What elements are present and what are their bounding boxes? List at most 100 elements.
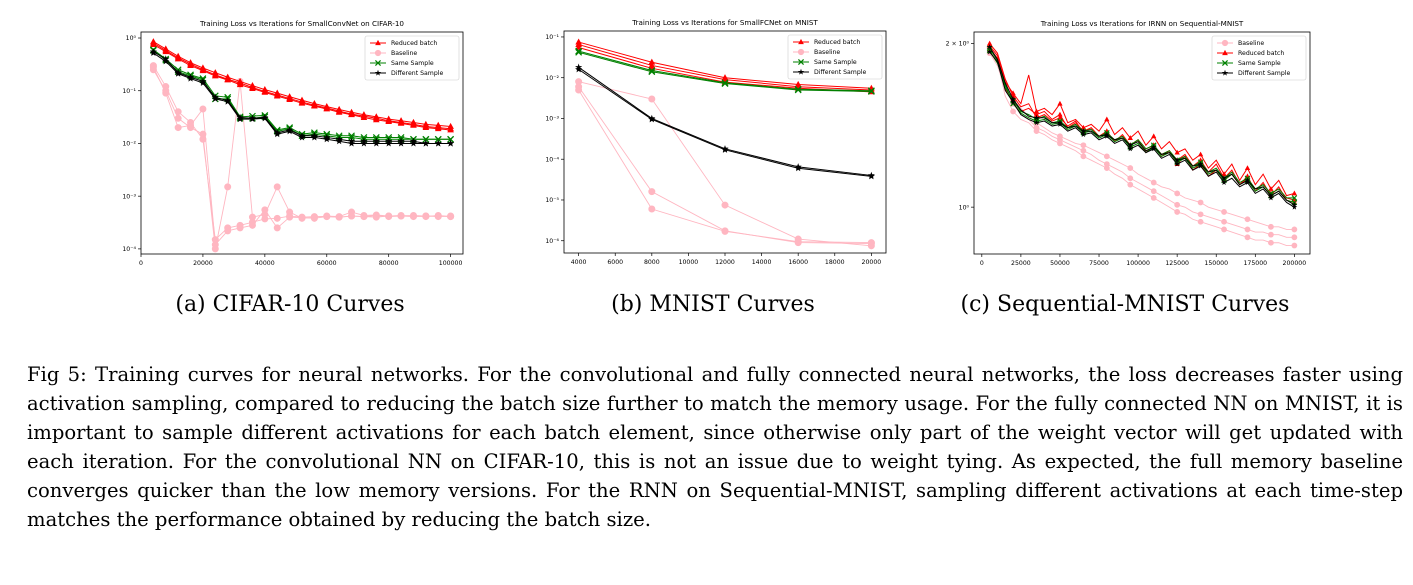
legend-marker-same-sample-stroke: [797, 58, 805, 66]
data-point-same-sample-stroke: [422, 135, 430, 143]
x-tick-label: 20000: [862, 259, 882, 266]
data-point-reduced-batch: [397, 119, 405, 126]
y-tick-label: 10⁻²: [122, 141, 136, 148]
data-point-different-sample: [422, 139, 430, 147]
data-point-reduced-batch: [1057, 111, 1063, 117]
data-point-baseline: [447, 213, 455, 221]
x-tick-label: 75000: [1089, 260, 1109, 267]
data-point-baseline: [1268, 239, 1274, 246]
data-point-baseline: [149, 63, 157, 71]
data-point-baseline: [1150, 188, 1157, 195]
legend-label-different-sample: Different Sample: [391, 70, 443, 77]
data-point-baseline: [273, 214, 281, 222]
data-point-same-sample: [648, 68, 656, 76]
data-point-different-sample: [409, 139, 418, 147]
data-point-baseline: [286, 213, 294, 221]
data-point-reduced-batch: [150, 40, 157, 47]
series-line-baseline: [578, 89, 872, 244]
data-point-different-sample: [447, 139, 455, 147]
series-baseline: [986, 46, 1298, 249]
data-point-baseline: [273, 224, 281, 232]
y-tick-label: 10⁰: [959, 204, 970, 211]
data-point-baseline: [1197, 218, 1204, 225]
data-point-different-sample: [186, 74, 195, 82]
series-baseline: [575, 83, 875, 248]
data-point-different-sample: [1150, 145, 1157, 152]
data-point-baseline: [1174, 201, 1181, 208]
series-baseline: [149, 66, 455, 253]
data-point-reduced-batch: [986, 40, 993, 46]
data-point-baseline: [1291, 234, 1298, 241]
series-reduced-batch: [986, 43, 1298, 197]
data-point-same-sample: [348, 134, 355, 141]
legend-label-reduced-batch: Reduced batch: [391, 40, 437, 47]
series-baseline: [149, 63, 455, 249]
data-point-baseline: [1080, 153, 1087, 160]
legend-label-reduced-batch: Reduced batch: [1238, 50, 1284, 57]
data-point-same-sample-stroke: [434, 135, 442, 143]
chart-title: Training Loss vs Iterations for IRNN on …: [1040, 19, 1244, 28]
data-point-baseline: [1150, 194, 1157, 201]
legend-label-baseline: Baseline: [814, 49, 840, 56]
y-tick-label: 10⁻³: [545, 116, 559, 123]
series-line-baseline: [989, 46, 1295, 230]
series-line-baseline: [152, 65, 451, 241]
data-point-different-sample: [1103, 133, 1110, 139]
data-point-baseline: [721, 227, 729, 235]
legend-box: [787, 34, 883, 80]
y-tick-label: 2 × 10⁰: [946, 41, 970, 48]
data-point-baseline: [174, 114, 182, 122]
data-point-reduced-batch: [1244, 165, 1251, 170]
series-line-baseline: [578, 86, 872, 245]
data-point-reduced-batch: [323, 105, 331, 112]
subcaption-mnist: (b) MNIST Curves: [611, 292, 815, 317]
x-tick-label: 18000: [825, 259, 845, 266]
data-point-baseline: [422, 212, 430, 220]
data-point-reduced-batch: [311, 102, 318, 109]
series-different-sample: [149, 49, 455, 147]
y-tick-label: 10⁻¹: [122, 88, 136, 95]
data-point-baseline: [224, 227, 232, 235]
y-tick-label: 10⁻⁶: [545, 238, 559, 245]
data-point-different-sample: [575, 65, 583, 73]
data-point-different-sample: [248, 115, 257, 123]
data-point-baseline: [1244, 216, 1251, 223]
data-point-baseline: [1080, 147, 1087, 154]
series-baseline: [575, 86, 875, 247]
data-point-different-sample: [1174, 157, 1181, 163]
data-point-same-sample-stroke: [721, 80, 729, 87]
data-point-different-sample: [1291, 204, 1298, 210]
data-point-reduced-batch: [249, 84, 256, 91]
data-point-different-sample: [149, 49, 157, 57]
legend-marker-different-sample: [797, 68, 805, 75]
data-point-same-sample: [575, 48, 583, 56]
subfigure-sequential-mnist: Training Loss vs Iterations for IRNN on …: [920, 10, 1330, 330]
data-point-different-sample: [174, 69, 182, 77]
data-point-baseline: [385, 212, 393, 220]
data-point-different-sample: [360, 139, 368, 147]
data-point-different-sample: [1221, 179, 1227, 185]
legend-marker-same-sample: [374, 59, 382, 67]
x-tick-label: 125000: [1165, 260, 1189, 267]
data-point-baseline: [1197, 199, 1204, 206]
subfigure-mnist: Training Loss vs Iterations for SmallFCN…: [508, 10, 918, 330]
data-point-different-sample: [1010, 96, 1016, 102]
data-point-same-sample-stroke: [447, 135, 455, 143]
data-point-baseline: [648, 95, 656, 103]
data-point-baseline: [187, 121, 195, 129]
data-point-baseline: [1103, 153, 1110, 160]
data-point-different-sample: [986, 48, 993, 55]
data-point-different-sample: [1033, 114, 1040, 121]
data-point-different-sample: [162, 57, 170, 65]
data-point-baseline: [1057, 133, 1063, 140]
data-point-same-sample-stroke: [794, 86, 802, 94]
y-tick-label: 10⁻⁴: [122, 246, 136, 253]
data-point-different-sample: [224, 97, 232, 105]
data-point-baseline: [1127, 181, 1134, 188]
data-point-same-sample-stroke: [575, 48, 583, 56]
data-point-different-sample: [1080, 128, 1087, 134]
data-point-baseline: [335, 213, 343, 221]
y-tick-label: 10⁻¹: [545, 34, 559, 41]
data-point-baseline: [1221, 209, 1227, 215]
data-point-reduced-batch: [447, 126, 454, 133]
